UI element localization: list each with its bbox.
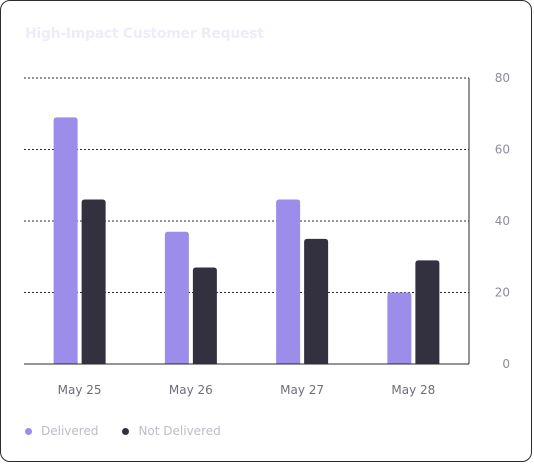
not-delivered-dot-icon <box>122 427 130 435</box>
x-tick-label-may-28: May 28 <box>391 383 435 397</box>
bar-delivered-may-28 <box>387 292 412 364</box>
y-tick-label-20: 20 <box>495 286 510 300</box>
bar-delivered-may-26 <box>164 231 189 364</box>
legend-label-not-delivered: Not Delivered <box>138 424 221 438</box>
x-tick-label-may-27: May 27 <box>280 383 324 397</box>
bar-not-delivered-may-26 <box>192 267 217 364</box>
bar-not-delivered-may-27 <box>304 238 329 364</box>
bar-not-delivered-may-25 <box>81 199 106 364</box>
y-tick-label-40: 40 <box>495 214 510 228</box>
y-tick-label-60: 60 <box>495 143 510 157</box>
x-tick-label-may-25: May 25 <box>58 383 102 397</box>
chart-legend: Delivered Not Delivered <box>25 424 245 438</box>
chart-title: High-Impact Customer Request <box>25 26 264 42</box>
legend-item-not-delivered[interactable]: Not Delivered <box>122 424 221 438</box>
legend-label-delivered: Delivered <box>41 424 99 438</box>
bar-delivered-may-25 <box>53 117 78 364</box>
y-tick-label-80: 80 <box>495 71 510 85</box>
bar-delivered-may-27 <box>276 199 301 364</box>
legend-item-delivered[interactable]: Delivered <box>25 424 98 438</box>
y-tick-label-0: 0 <box>502 357 510 371</box>
delivered-dot-icon <box>25 427 32 435</box>
x-tick-label-may-26: May 26 <box>169 383 213 397</box>
bar-not-delivered-may-28 <box>415 260 440 364</box>
